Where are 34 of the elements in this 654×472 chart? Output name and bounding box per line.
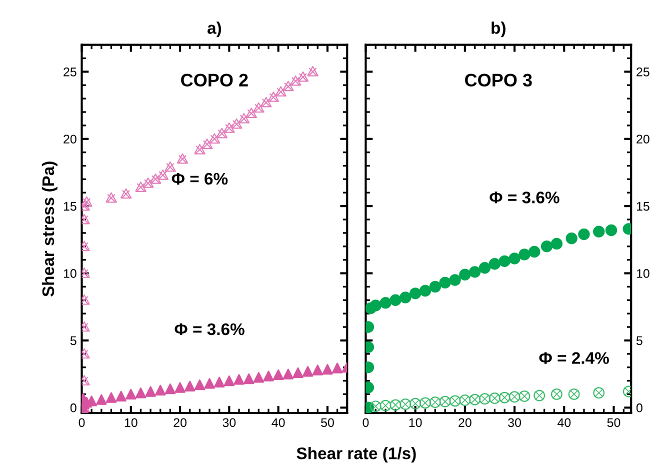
series-label: Φ = 2.4% <box>539 352 609 364</box>
y-tick-label: 15 <box>64 202 76 211</box>
y-tick-label: 10 <box>64 269 76 278</box>
series-label: Φ = 6% <box>172 172 228 185</box>
y-tick-label: 10 <box>636 269 650 278</box>
y-tick-label: 0 <box>70 403 76 412</box>
y-tick-label: 20 <box>64 134 76 144</box>
x-tick-label: 10 <box>409 418 422 428</box>
y-tick-label: 25 <box>64 68 76 76</box>
x-tick-label: 0 <box>362 418 369 428</box>
chart-title: a) <box>208 22 222 38</box>
y-tick-label: 5 <box>70 336 76 346</box>
x-tick-label: 50 <box>607 418 620 428</box>
annotation: COPO 3 <box>465 74 532 87</box>
x-tick-label: 50 <box>321 418 334 428</box>
chart-title: b) <box>492 22 506 38</box>
y-tick-label: 20 <box>636 134 650 144</box>
x-tick-label: 20 <box>458 418 472 428</box>
annotation: COPO 2 <box>181 74 248 87</box>
y-tick-label: 5 <box>636 336 642 346</box>
x-tick-label: 40 <box>557 418 571 428</box>
series-label: Φ = 3.6% <box>490 192 560 204</box>
x-axis-title: Shear rate (1/s) <box>296 447 416 463</box>
text: Φ = 3.6% <box>174 323 244 336</box>
x-tick-label: 40 <box>272 418 285 428</box>
y-tick-label: 15 <box>636 202 650 211</box>
x-tick-label: 10 <box>124 418 138 428</box>
x-tick-label: 0 <box>78 418 85 428</box>
y-tick-label: 25 <box>636 68 650 76</box>
x-tick-label: 20 <box>174 418 187 428</box>
y-tick-label: 0 <box>636 403 642 412</box>
x-tick-label: 30 <box>222 418 236 428</box>
y-axis-title: Shear stress (Pa) <box>42 162 58 297</box>
x-tick-label: 30 <box>508 418 521 428</box>
